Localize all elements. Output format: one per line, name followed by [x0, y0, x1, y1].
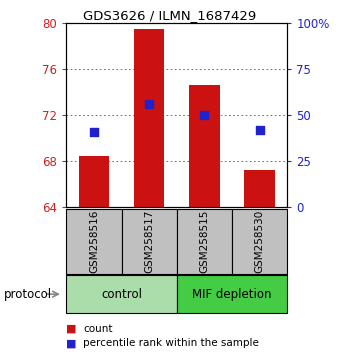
Text: ■: ■ — [66, 324, 77, 333]
Text: MIF depletion: MIF depletion — [192, 288, 272, 301]
Text: GSM258516: GSM258516 — [89, 210, 99, 273]
Text: count: count — [83, 324, 113, 333]
Bar — [79, 156, 109, 207]
Text: protocol: protocol — [3, 288, 52, 301]
Text: control: control — [101, 288, 142, 301]
Bar — [134, 29, 164, 207]
Point — [202, 112, 207, 118]
Bar — [189, 85, 220, 207]
Text: GSM258517: GSM258517 — [144, 210, 154, 273]
Point — [91, 130, 97, 135]
Text: percentile rank within the sample: percentile rank within the sample — [83, 338, 259, 348]
Point — [257, 127, 262, 133]
Text: GDS3626 / ILMN_1687429: GDS3626 / ILMN_1687429 — [83, 9, 257, 22]
Text: GSM258530: GSM258530 — [255, 210, 265, 273]
Text: ■: ■ — [66, 338, 77, 348]
Bar — [244, 170, 275, 207]
Text: GSM258515: GSM258515 — [200, 210, 209, 273]
Point — [147, 101, 152, 107]
